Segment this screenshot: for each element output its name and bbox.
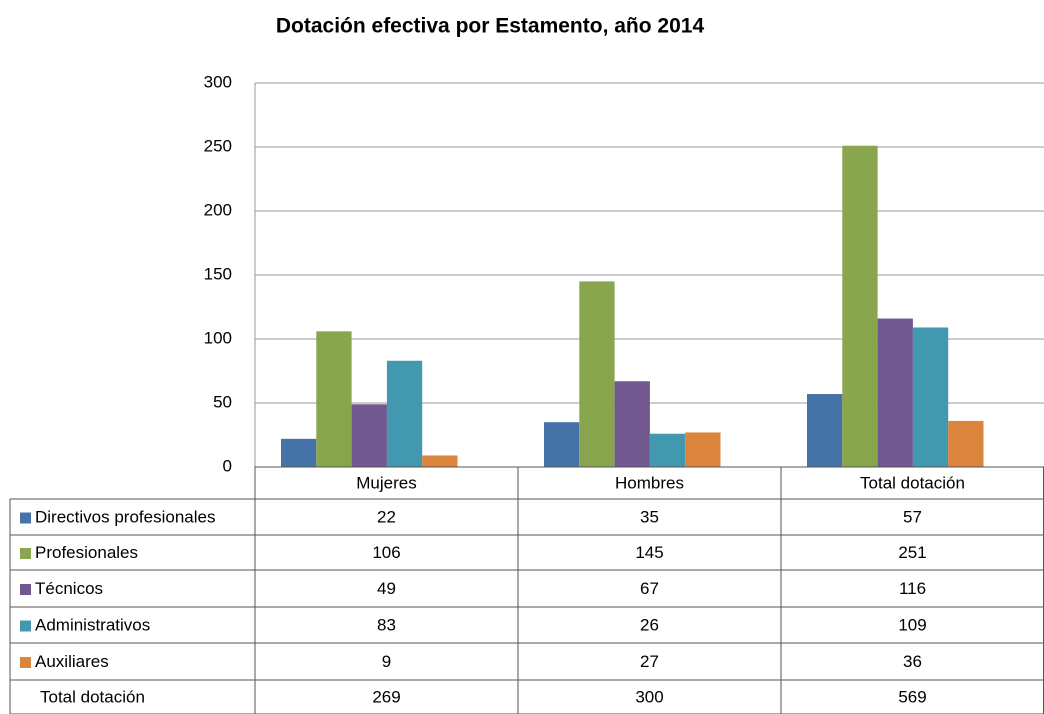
y-tick-label: 0 — [223, 456, 232, 475]
table-value: 269 — [372, 687, 400, 706]
bar — [351, 404, 387, 467]
bar — [807, 394, 843, 467]
y-tick-label: 50 — [213, 392, 232, 411]
bar — [544, 422, 580, 467]
table-value: 49 — [377, 579, 396, 598]
y-tick-label: 100 — [204, 328, 232, 347]
legend-label: Administrativos — [35, 615, 150, 634]
table-value: 116 — [899, 579, 926, 598]
legend-label: Directivos profesionales — [35, 507, 215, 526]
x-tick-label: Mujeres — [356, 473, 416, 492]
bar — [877, 318, 913, 467]
x-tick-label: Total dotación — [860, 473, 965, 492]
table-value: 27 — [640, 652, 659, 671]
bar — [386, 360, 423, 467]
bar — [316, 331, 352, 467]
y-tick-label: 250 — [204, 136, 232, 155]
table-value: 9 — [382, 652, 391, 671]
bar — [948, 420, 984, 467]
legend-label: Técnicos — [35, 579, 103, 598]
y-tick-label: 200 — [204, 200, 232, 219]
bar — [579, 281, 615, 467]
legend-swatch — [20, 512, 31, 524]
legend-label: Profesionales — [35, 543, 138, 562]
legend-swatch — [20, 620, 31, 632]
x-tick-label: Hombres — [615, 473, 684, 492]
table-value: 36 — [903, 652, 922, 671]
bar — [842, 145, 878, 467]
bar — [685, 432, 721, 467]
total-label: Total dotación — [40, 687, 145, 706]
bar — [614, 381, 650, 467]
chart-title: Dotación efectiva por Estamento, año 201… — [276, 15, 705, 38]
legend-swatch — [20, 548, 31, 559]
bar — [422, 455, 458, 467]
bar — [281, 438, 317, 467]
table-value: 106 — [372, 543, 400, 562]
table-value: 83 — [377, 615, 396, 634]
table-value: 569 — [898, 687, 926, 706]
table-value: 67 — [640, 579, 659, 598]
table-value: 300 — [635, 687, 663, 706]
table-value: 57 — [903, 507, 922, 526]
legend-label: Auxiliares — [35, 652, 109, 671]
legend-swatch — [20, 584, 31, 595]
table-value: 35 — [640, 507, 659, 526]
legend-swatch — [20, 657, 31, 668]
bar — [649, 433, 686, 467]
table-value: 145 — [635, 543, 663, 562]
y-tick-label: 300 — [204, 72, 232, 91]
table-value: 22 — [377, 507, 396, 526]
table-value: 251 — [898, 543, 926, 562]
y-tick-label: 150 — [204, 264, 232, 283]
table-value: 109 — [898, 615, 926, 634]
table-value: 26 — [640, 615, 659, 634]
bar — [912, 327, 949, 467]
